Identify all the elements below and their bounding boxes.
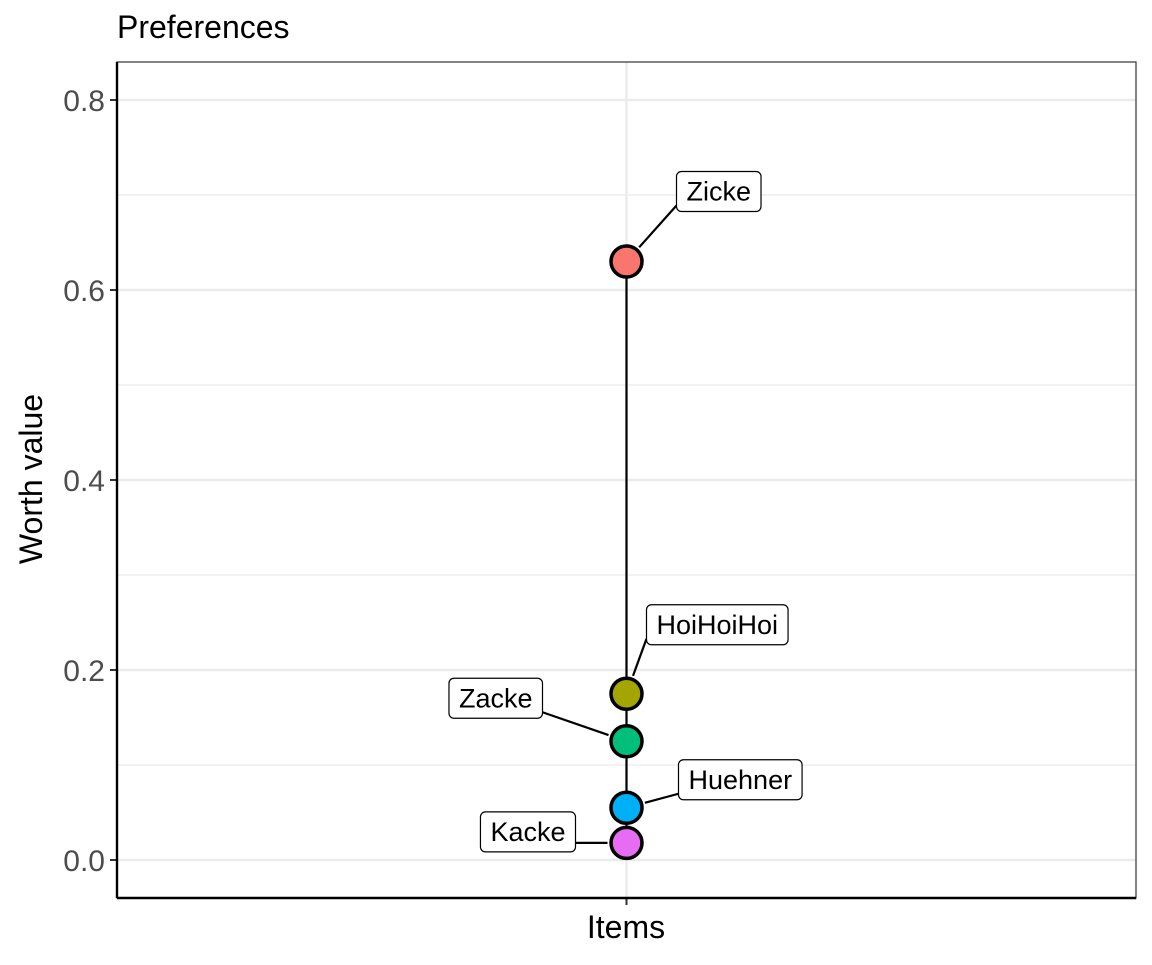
data-point-huehner [609, 790, 644, 825]
label-box-kacke [479, 811, 577, 853]
label-box-zicke [675, 170, 762, 213]
y-tick-label: 0.6 [63, 275, 105, 308]
label-box-zacke [448, 677, 544, 719]
y-tick-label: 0.4 [63, 465, 105, 498]
data-point-zicke [609, 244, 644, 279]
y-axis-title: Worth value [13, 394, 49, 564]
y-tick-label: 0.0 [63, 845, 105, 878]
chart-title: Preferences [117, 9, 290, 45]
point-labels: Zicke HoiHoiHoi Zacke Huehner Kacke [448, 170, 803, 853]
label-leader-hoihoihoi [631, 638, 648, 677]
label-box-hoihoihoi [645, 604, 789, 646]
label-leader-zacke [542, 711, 609, 737]
y-tick-label: 0.2 [63, 655, 105, 688]
y-tick-label: 0.8 [63, 85, 105, 118]
point-label-zicke: Zicke [687, 177, 752, 207]
data-point-hoihoihoi [609, 676, 644, 711]
point-label-hoihoihoi: HoiHoiHoi [657, 610, 779, 640]
label-box-huehner [677, 759, 803, 801]
axes: 0.0 0.2 0.4 0.6 0.8 [63, 61, 1137, 905]
data-point-kacke [609, 825, 644, 861]
x-tick-label: Items [587, 909, 665, 945]
point-label-huehner: Huehner [689, 765, 793, 795]
point-label-kacke: Kacke [490, 817, 565, 847]
data-points [609, 244, 644, 861]
label-leader-huehner [644, 792, 679, 804]
label-leader-zicke [638, 204, 678, 249]
data-point-zacke [609, 724, 644, 759]
point-label-zacke: Zacke [459, 683, 533, 713]
